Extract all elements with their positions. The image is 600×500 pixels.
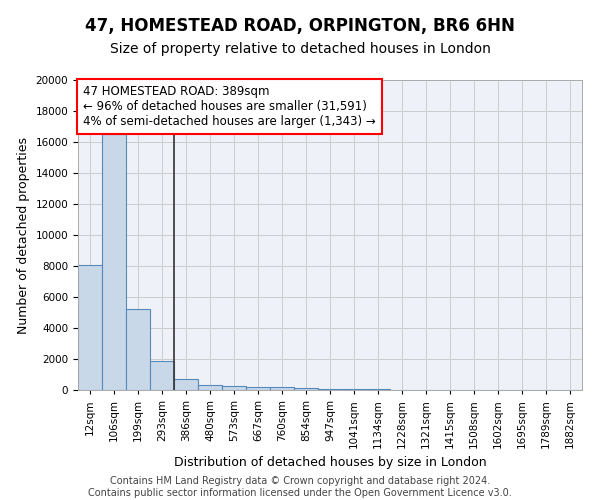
X-axis label: Distribution of detached houses by size in London: Distribution of detached houses by size … <box>173 456 487 469</box>
Bar <box>246 386 270 390</box>
Bar <box>198 384 222 390</box>
Bar <box>270 387 294 390</box>
Bar <box>78 265 102 390</box>
Bar <box>174 379 198 390</box>
Bar <box>126 308 150 390</box>
Text: 47, HOMESTEAD ROAD, ORPINGTON, BR6 6HN: 47, HOMESTEAD ROAD, ORPINGTON, BR6 6HN <box>85 18 515 36</box>
Bar <box>294 388 318 390</box>
Bar <box>150 362 174 390</box>
Bar <box>102 134 126 390</box>
Bar <box>318 389 342 390</box>
Text: Size of property relative to detached houses in London: Size of property relative to detached ho… <box>110 42 490 56</box>
Bar <box>342 389 366 390</box>
Text: 47 HOMESTEAD ROAD: 389sqm
← 96% of detached houses are smaller (31,591)
4% of se: 47 HOMESTEAD ROAD: 389sqm ← 96% of detac… <box>83 84 376 128</box>
Bar <box>222 386 246 390</box>
Text: Contains HM Land Registry data © Crown copyright and database right 2024.
Contai: Contains HM Land Registry data © Crown c… <box>88 476 512 498</box>
Y-axis label: Number of detached properties: Number of detached properties <box>17 136 30 334</box>
